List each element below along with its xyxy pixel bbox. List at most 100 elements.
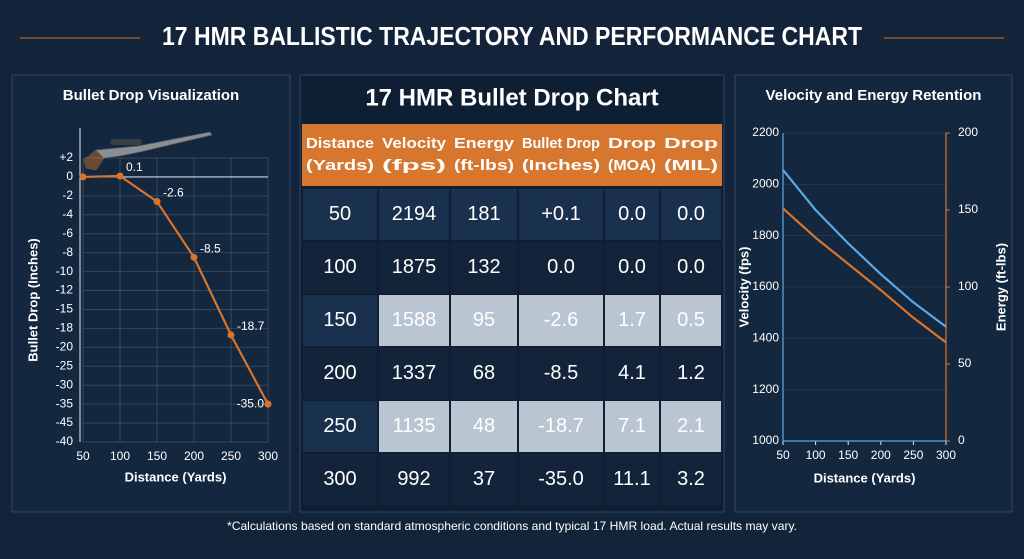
header-cell: (MOA) bbox=[608, 157, 656, 174]
y-tick-label: +2 bbox=[59, 150, 73, 164]
y-tick-label: -6 bbox=[62, 226, 73, 240]
table-cell-bg bbox=[519, 189, 603, 240]
table-cell-bg bbox=[605, 295, 659, 346]
table-cell: 2.1 bbox=[677, 415, 705, 437]
table-cell: 992 bbox=[397, 468, 430, 490]
data-point bbox=[227, 331, 235, 339]
y-tick-label: 1200 bbox=[752, 382, 779, 396]
table-cell-bg bbox=[605, 454, 659, 505]
data-label: -18.7 bbox=[237, 319, 265, 333]
table-cell: -35.0 bbox=[538, 468, 584, 490]
table-cell: 3.2 bbox=[677, 468, 705, 490]
x-axis-label: Distance (Yards) bbox=[814, 470, 916, 485]
table-cell: 0.0 bbox=[618, 256, 646, 278]
footnote: *Calculations based on standard atmosphe… bbox=[227, 519, 797, 533]
series-line bbox=[782, 169, 947, 328]
table-cell-bg bbox=[605, 189, 659, 240]
header-cell: (MIL) bbox=[664, 157, 718, 174]
x-tick-label: 200 bbox=[871, 448, 891, 462]
table-cell: +0.1 bbox=[541, 203, 580, 225]
table-cell-bg bbox=[303, 401, 377, 452]
table-cell-bg bbox=[451, 242, 517, 293]
table-cell-bg bbox=[303, 189, 377, 240]
data-label: -8.5 bbox=[200, 242, 221, 256]
table-cell-bg bbox=[379, 454, 449, 505]
table-cell: 0.0 bbox=[547, 256, 575, 278]
table-cell: 300 bbox=[323, 468, 356, 490]
table-cell-bg bbox=[379, 401, 449, 452]
data-label: -35.0 bbox=[237, 396, 265, 410]
table-cell: 50 bbox=[329, 203, 351, 225]
x-tick-label: 300 bbox=[258, 449, 278, 463]
data-label: 0.1 bbox=[126, 160, 143, 174]
y-axis-label: Bullet Drop (Inches) bbox=[25, 238, 40, 362]
y-tick-label: -35 bbox=[56, 396, 74, 410]
table-cell-bg bbox=[661, 242, 721, 293]
table-cell: 1875 bbox=[392, 256, 437, 278]
x-tick-label: 100 bbox=[806, 448, 826, 462]
header-cell: (ft-lbs) bbox=[454, 157, 514, 174]
y-tick-label: -20 bbox=[56, 340, 74, 354]
table-cell-bg bbox=[519, 242, 603, 293]
table-cell: 68 bbox=[473, 362, 495, 384]
y-tick-label: -10 bbox=[56, 264, 74, 278]
y-tick-label: 1000 bbox=[752, 433, 779, 447]
data-label: -2.6 bbox=[163, 186, 184, 200]
table-cell: -18.7 bbox=[538, 415, 584, 437]
y-tick-label: -25 bbox=[56, 358, 74, 372]
table-cell: 0.5 bbox=[677, 309, 705, 331]
table-cell: 37 bbox=[473, 468, 495, 490]
data-point bbox=[79, 173, 87, 181]
table-cell: 1337 bbox=[392, 362, 437, 384]
x-tick-label: 100 bbox=[110, 449, 130, 463]
y2-axis-label: Energy (ft-lbs) bbox=[993, 243, 1008, 331]
y-tick-label: 1600 bbox=[752, 279, 779, 293]
panel bbox=[11, 74, 291, 513]
table-cell: 181 bbox=[467, 203, 500, 225]
table-cell-bg bbox=[661, 348, 721, 399]
y2-tick-label: 150 bbox=[958, 202, 978, 216]
table-cell-bg bbox=[519, 348, 603, 399]
series-line bbox=[782, 207, 947, 344]
x-axis-label: Distance (Yards) bbox=[125, 469, 227, 484]
x-tick-label: 150 bbox=[838, 448, 858, 462]
y-axis-label: Velocity (fps) bbox=[736, 247, 751, 328]
table-cell: 100 bbox=[323, 256, 356, 278]
header-cell: (Inches) bbox=[522, 157, 600, 174]
table-cell-bg bbox=[379, 295, 449, 346]
table-cell: 150 bbox=[323, 309, 356, 331]
x-tick-label: 50 bbox=[776, 448, 790, 462]
y-tick-label: -30 bbox=[56, 377, 74, 391]
table-cell: 48 bbox=[473, 415, 495, 437]
y-tick-label: -8 bbox=[62, 245, 73, 259]
y-tick-label: -40 bbox=[56, 434, 74, 448]
table-cell-bg bbox=[519, 295, 603, 346]
table-cell-bg bbox=[661, 295, 721, 346]
table-cell-bg bbox=[451, 295, 517, 346]
x-tick-label: 50 bbox=[76, 449, 90, 463]
table-cell-bg bbox=[303, 242, 377, 293]
header-cell: Distance bbox=[306, 135, 374, 152]
table-cell: 1135 bbox=[392, 415, 435, 437]
table-cell-bg bbox=[451, 189, 517, 240]
table-cell: 1.2 bbox=[677, 362, 705, 384]
table-cell: 11.1 bbox=[613, 468, 650, 490]
table-cell: 95 bbox=[473, 309, 495, 331]
table-cell-bg bbox=[303, 348, 377, 399]
table-header-bg bbox=[302, 124, 722, 186]
y-tick-label: -2 bbox=[62, 188, 73, 202]
table-cell-bg bbox=[451, 401, 517, 452]
table-cell-bg bbox=[661, 454, 721, 505]
table-cell-bg bbox=[379, 189, 449, 240]
table-cell-bg bbox=[661, 401, 721, 452]
x-tick-label: 250 bbox=[903, 448, 923, 462]
header-cell: Drop bbox=[664, 135, 718, 152]
table-cell: 250 bbox=[323, 415, 356, 437]
header-cell: (fps) bbox=[382, 157, 446, 174]
table-cell-bg bbox=[303, 454, 377, 505]
y-tick-label: 1400 bbox=[752, 331, 779, 345]
table-cell: 0.0 bbox=[618, 203, 646, 225]
table-cell-bg bbox=[519, 454, 603, 505]
y-tick-label: -15 bbox=[56, 302, 74, 316]
